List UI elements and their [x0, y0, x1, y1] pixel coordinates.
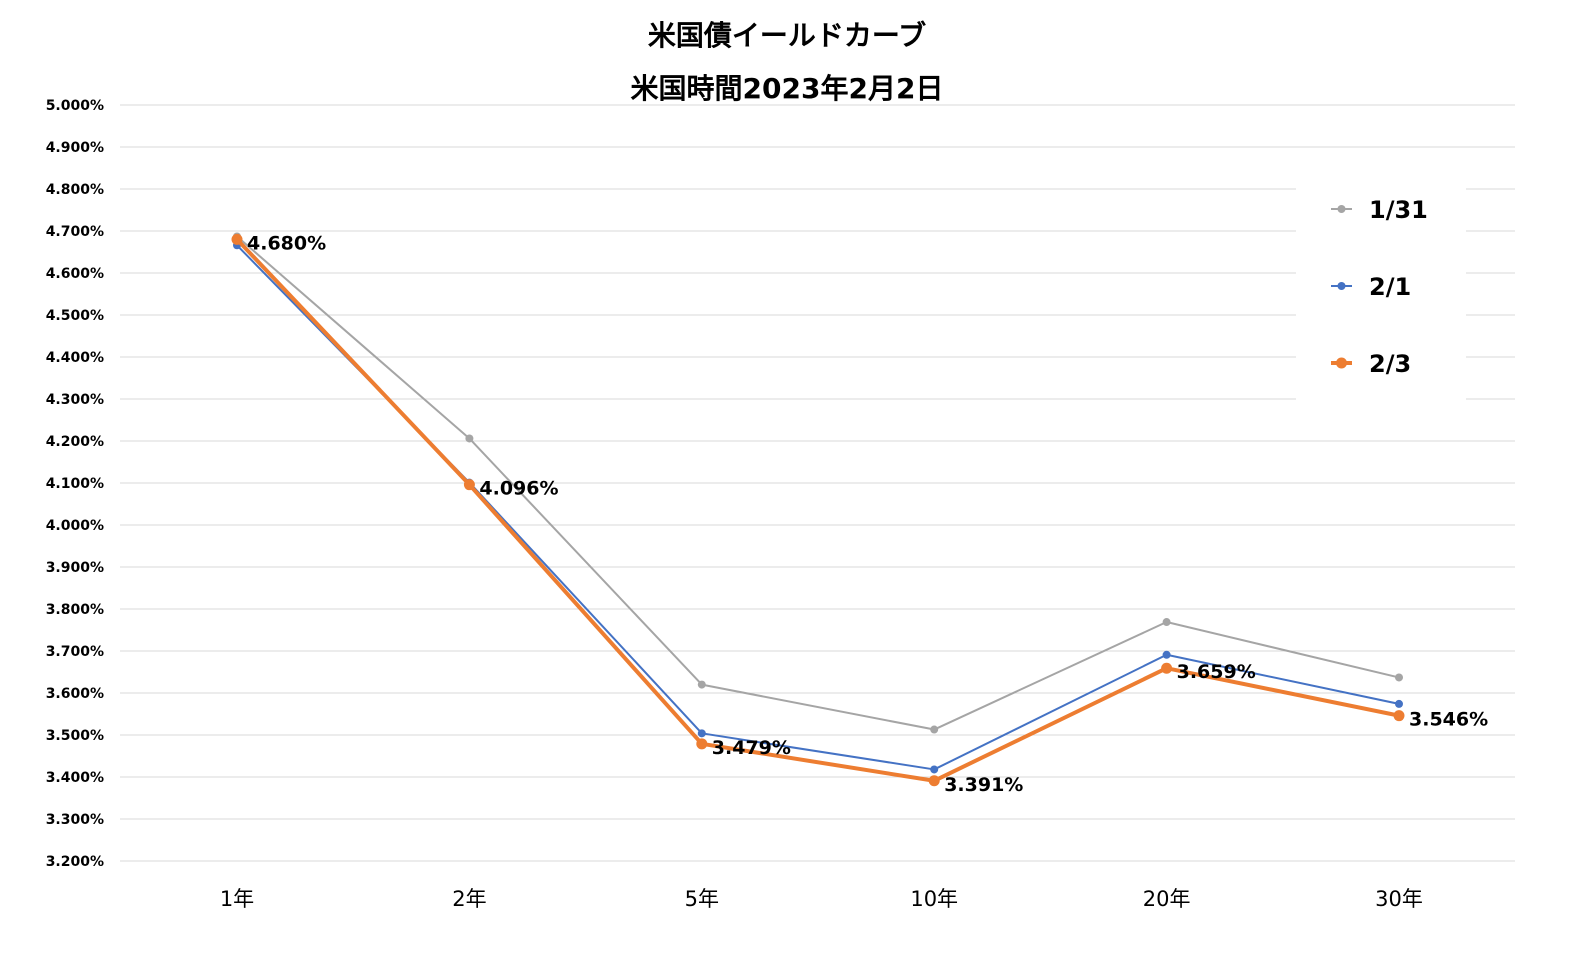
series-line [236, 235, 1400, 731]
data-point [1393, 710, 1405, 722]
legend-label: 2/1 [1369, 273, 1411, 301]
y-tick-label: 4.100% [46, 476, 104, 492]
y-axis-tick-labels: 5.000% 4.900% 4.800% 4.700% 4.600% 4.500% 4.40… [46, 98, 104, 870]
data-point [1395, 673, 1403, 682]
data-label: 3.391% [944, 774, 1023, 796]
data-point [231, 233, 243, 245]
y-tick-label: 4.400% [46, 350, 104, 366]
data-point [1162, 650, 1171, 659]
data-label: 4.096% [479, 478, 558, 500]
series-3 [231, 233, 1405, 787]
gridlines [120, 104, 1515, 862]
legend-label: 2/3 [1369, 350, 1411, 378]
legend-label: 1/31 [1369, 196, 1428, 224]
x-tick-label: 30年 [1375, 887, 1423, 911]
x-tick-label: 20年 [1143, 887, 1191, 911]
data-point [697, 680, 706, 689]
chart-subtitle: 米国時間2023年2月2日 [631, 72, 944, 105]
data-point [930, 725, 939, 734]
data-point [1161, 662, 1173, 674]
chart-title: 米国債イールドカーブ [648, 19, 926, 52]
series-lines [231, 232, 1405, 787]
data-point [930, 765, 939, 774]
legend-item: 2/1 [1331, 273, 1411, 301]
data-point [1395, 699, 1403, 708]
legend-marker [1336, 357, 1347, 369]
data-label: 3.659% [1177, 661, 1256, 683]
y-tick-label: 3.200% [46, 854, 104, 870]
y-tick-label: 4.500% [46, 308, 104, 324]
y-tick-label: 3.300% [46, 812, 104, 828]
legend-item: 2/3 [1331, 350, 1411, 378]
series-2 [233, 241, 1403, 774]
data-point [696, 738, 708, 750]
data-point [697, 729, 706, 738]
data-label: 3.479% [712, 737, 791, 759]
data-label: 4.680% [247, 232, 326, 254]
y-tick-label: 5.000% [46, 98, 104, 114]
y-tick-label: 3.800% [46, 602, 104, 618]
data-point [928, 775, 940, 787]
y-tick-label: 4.700% [46, 224, 104, 240]
y-tick-label: 4.200% [46, 434, 104, 450]
series-line [236, 244, 1400, 771]
x-tick-label: 10年 [910, 887, 958, 911]
y-tick-label: 3.700% [46, 644, 104, 660]
legend-background [1296, 180, 1466, 402]
x-tick-label: 5年 [685, 887, 719, 911]
y-tick-label: 4.900% [46, 140, 104, 156]
y-tick-label: 4.300% [46, 392, 104, 408]
y-tick-label: 3.900% [46, 560, 104, 576]
y-tick-label: 4.000% [46, 518, 104, 534]
legend-item: 1/31 [1331, 196, 1428, 224]
series-line [235, 237, 1401, 783]
y-tick-label: 3.600% [46, 686, 104, 702]
legend-marker [1337, 282, 1346, 290]
data-labels: 4.680% 4.096% 3.479% 3.391% 3.659% 3.546% [247, 232, 1488, 795]
x-tick-label: 2年 [452, 887, 486, 911]
x-axis-tick-labels: 1年 2年 5年 10年 20年 30年 [220, 887, 1423, 911]
y-tick-label: 3.500% [46, 728, 104, 744]
y-tick-label: 3.400% [46, 770, 104, 786]
data-point [463, 479, 475, 491]
legend: 1/31 2/1 2/3 [1296, 180, 1466, 402]
y-tick-label: 4.600% [46, 266, 104, 282]
y-tick-label: 4.800% [46, 182, 104, 198]
data-point [1162, 618, 1171, 627]
x-tick-label: 1年 [220, 887, 254, 911]
data-point [465, 434, 474, 443]
legend-marker [1337, 205, 1346, 213]
data-label: 3.546% [1409, 709, 1488, 731]
